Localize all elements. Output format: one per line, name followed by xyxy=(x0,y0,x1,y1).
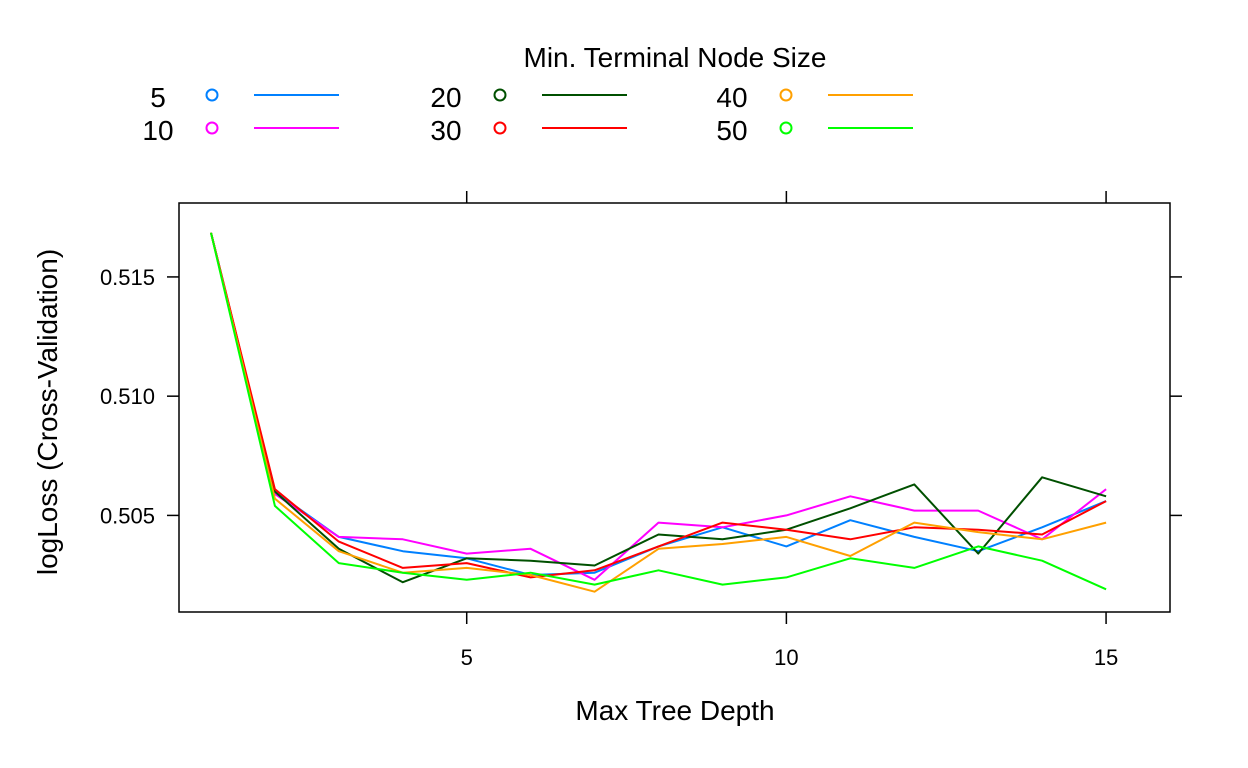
legend-label-20: 20 xyxy=(430,82,461,113)
x-tick-label: 10 xyxy=(774,645,798,670)
series-group xyxy=(210,232,1107,593)
y-tick-label: 0.505 xyxy=(100,503,155,528)
legend-marker-30 xyxy=(493,121,507,135)
legend-marker-50 xyxy=(779,121,793,135)
legend-marker-40 xyxy=(779,88,793,102)
legend-label-40: 40 xyxy=(716,82,747,113)
legend-marker-20 xyxy=(493,88,507,102)
x-tick-label: 15 xyxy=(1094,645,1118,670)
x-tick-label: 5 xyxy=(461,645,473,670)
series-line-50 xyxy=(210,232,1107,591)
axes: 5 10 15 0.505 0.510 0.515 xyxy=(100,191,1182,670)
legend-marker-5 xyxy=(205,88,219,102)
legend-marker-10 xyxy=(205,121,219,135)
plot-frame xyxy=(178,202,1171,613)
legend-title: Min. Terminal Node Size xyxy=(524,42,827,73)
legend-label-5: 5 xyxy=(150,82,166,113)
y-axis-label: logLoss (Cross-Validation) xyxy=(32,249,63,575)
series-line-40 xyxy=(210,232,1107,593)
series-line-20 xyxy=(210,232,1107,584)
x-axis-label: Max Tree Depth xyxy=(575,695,774,726)
legend-label-10: 10 xyxy=(142,115,173,146)
y-tick-label: 0.515 xyxy=(100,265,155,290)
series-line-10 xyxy=(210,232,1107,581)
legend-label-30: 30 xyxy=(430,115,461,146)
legend-label-50: 50 xyxy=(716,115,747,146)
y-tick-label: 0.510 xyxy=(100,384,155,409)
series-line-30 xyxy=(210,232,1107,579)
